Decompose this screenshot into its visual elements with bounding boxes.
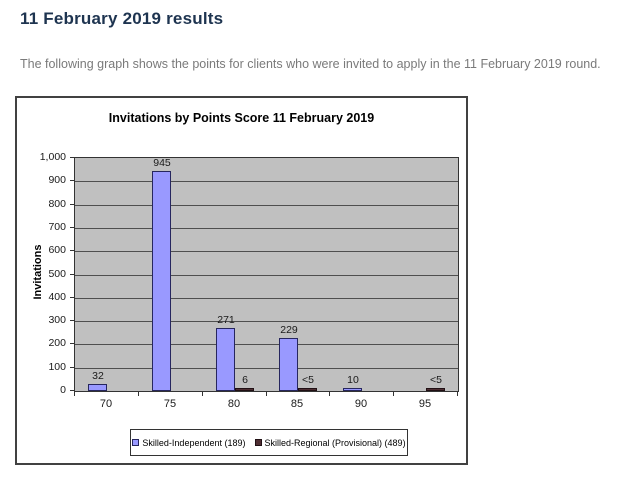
y-axis-tick xyxy=(70,367,75,368)
chart-title: Invitations by Points Score 11 February … xyxy=(108,111,375,125)
y-axis-tick xyxy=(70,180,75,181)
y-axis-tick xyxy=(70,390,75,391)
legend-label: Skilled-Regional (Provisional) (489) xyxy=(264,437,406,448)
x-axis-category-label: 90 xyxy=(354,398,368,410)
x-axis-category-label: 95 xyxy=(418,398,432,410)
y-axis-tick-label: 1,000 xyxy=(39,151,66,163)
x-axis-category-label: 75 xyxy=(163,398,177,410)
y-axis-tick-label: 0 xyxy=(60,384,66,396)
x-axis-category-label: 80 xyxy=(227,398,241,410)
bar-value-label: <5 xyxy=(430,374,442,386)
y-axis-tick xyxy=(70,297,75,298)
legend-item-1: Skilled-Regional (Provisional) (489) xyxy=(254,437,406,448)
y-axis-tick-label: 800 xyxy=(48,198,66,210)
y-axis-tick xyxy=(70,343,75,344)
y-axis-tick xyxy=(70,274,75,275)
y-axis-tick-label: 300 xyxy=(48,314,66,326)
bar-skilled-regional-provisional-489-95 xyxy=(426,388,445,391)
bar-value-label: 6 xyxy=(242,374,248,386)
chart-legend: Skilled-Independent (189) Skilled-Regiona… xyxy=(130,429,408,456)
legend-marker xyxy=(132,439,140,446)
bar-value-label: 10 xyxy=(347,374,359,386)
bar-skilled-independent-189-85 xyxy=(279,338,298,391)
y-axis-tick-label: 700 xyxy=(48,221,66,233)
y-axis-tick-label: 400 xyxy=(48,291,66,303)
y-axis-tick-label: 900 xyxy=(48,174,66,186)
bar-skilled-independent-189-80 xyxy=(216,328,235,391)
x-axis-tick xyxy=(457,392,458,396)
legend-label: Skilled-Independent (189) xyxy=(142,437,246,448)
bar-skilled-independent-189-90 xyxy=(343,388,362,391)
x-axis-category-label: 70 xyxy=(99,398,113,410)
y-axis-tick-label: 200 xyxy=(48,337,66,349)
y-axis-tick-label: 100 xyxy=(48,361,66,373)
x-axis-tick xyxy=(329,392,330,396)
x-axis-tick xyxy=(138,392,139,396)
bar-value-label: 229 xyxy=(280,324,298,336)
bar-skilled-regional-provisional-489-80 xyxy=(235,388,254,391)
gridline xyxy=(75,344,458,345)
gridline xyxy=(75,205,458,206)
plot-area: 32 945 271 229 10 6 <5 <5 xyxy=(74,157,459,392)
gridline xyxy=(75,181,458,182)
bar-value-label: <5 xyxy=(302,374,314,386)
intro-paragraph: The following graph shows the points for… xyxy=(20,57,601,71)
y-axis-tick-label: 500 xyxy=(48,268,66,280)
bar-skilled-independent-189-70 xyxy=(88,384,107,391)
y-axis-tick xyxy=(70,204,75,205)
y-axis-tick xyxy=(70,227,75,228)
x-axis-category-label: 85 xyxy=(290,398,304,410)
bar-value-label: 945 xyxy=(153,157,171,169)
gridline xyxy=(75,228,458,229)
gridline xyxy=(75,368,458,369)
legend-item-0: Skilled-Independent (189) xyxy=(132,437,246,448)
gridline xyxy=(75,251,458,252)
page-heading: 11 February 2019 results xyxy=(20,9,224,28)
y-axis-tick xyxy=(70,157,75,158)
gridline xyxy=(75,321,458,322)
legend-marker xyxy=(254,439,262,446)
y-axis-tick-label: 600 xyxy=(48,244,66,256)
gridline xyxy=(75,275,458,276)
gridline xyxy=(75,298,458,299)
bar-value-label: 271 xyxy=(217,314,235,326)
y-axis-tick xyxy=(70,250,75,251)
bar-value-label: 32 xyxy=(92,370,104,382)
bar-skilled-regional-provisional-489-85 xyxy=(298,388,317,391)
x-axis-tick xyxy=(266,392,267,396)
invitations-bar-chart: Invitations by Points Score 11 February … xyxy=(15,96,468,465)
x-axis-tick xyxy=(74,392,75,396)
bar-skilled-independent-189-75 xyxy=(152,171,171,391)
y-axis-tick xyxy=(70,320,75,321)
x-axis-tick xyxy=(202,392,203,396)
x-axis-tick xyxy=(393,392,394,396)
